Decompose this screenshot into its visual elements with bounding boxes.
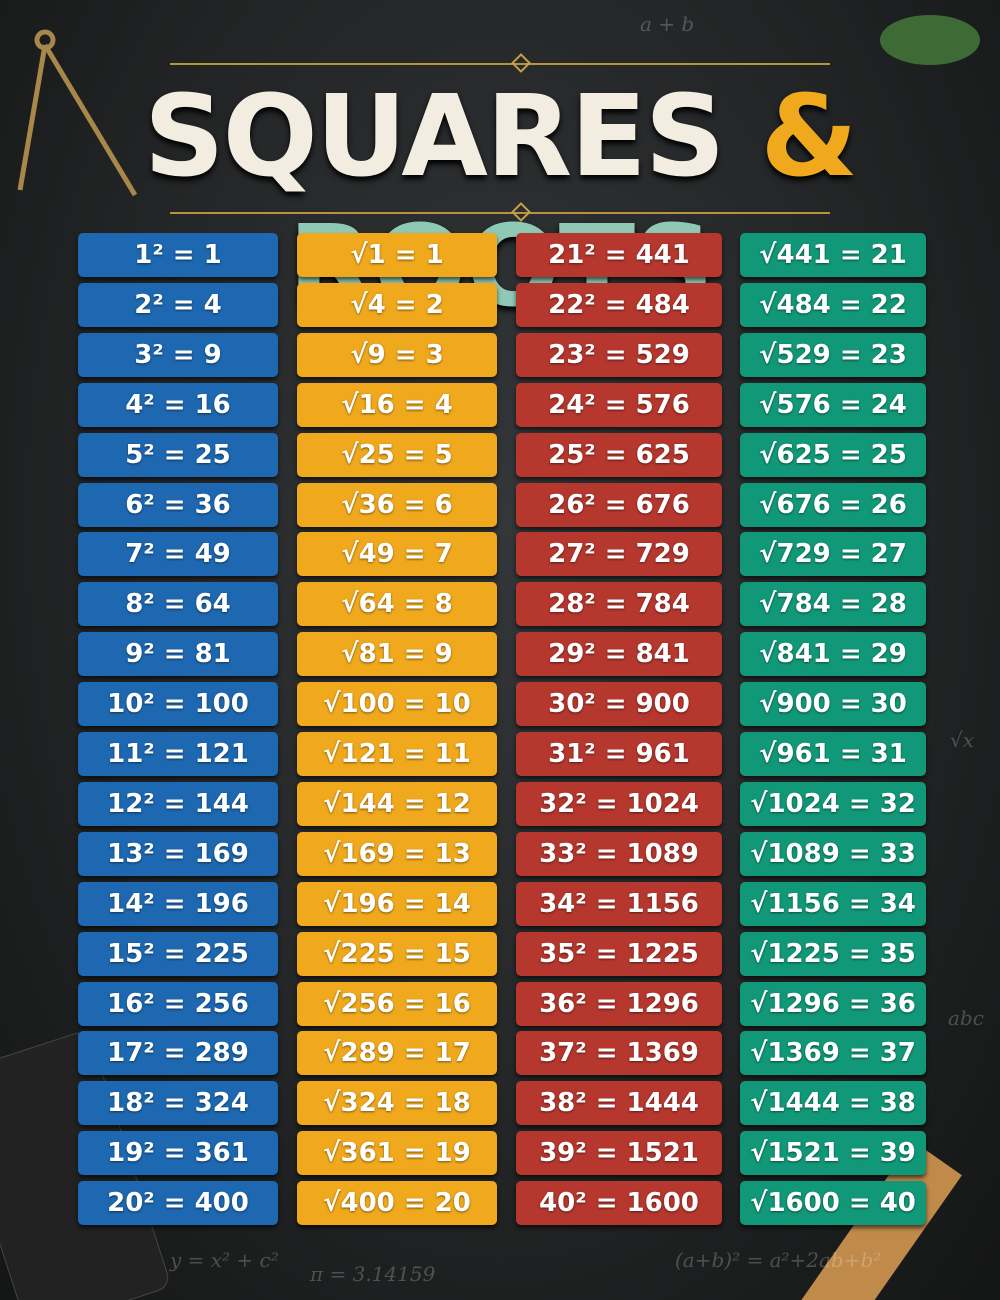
chalk-note: (a+b)² = a²+2ab+b² — [675, 1248, 882, 1272]
tile: 32² = 1024 — [516, 781, 722, 826]
tile: 9² = 81 — [78, 632, 278, 677]
chalk-note: a + b — [640, 12, 695, 36]
tile: 22² = 484 — [516, 282, 722, 327]
tile: √400 = 20 — [297, 1181, 497, 1226]
tile: 29² = 841 — [516, 632, 722, 677]
tile: 40² = 1600 — [516, 1181, 722, 1226]
tile: √1225 = 35 — [740, 931, 926, 976]
decor-rule — [170, 63, 830, 65]
tile: 4² = 16 — [78, 382, 278, 427]
tile: 30² = 900 — [516, 682, 722, 727]
tile: √16 = 4 — [297, 382, 497, 427]
title-amp: & — [760, 72, 858, 202]
tile: √81 = 9 — [297, 632, 497, 677]
tile: 27² = 729 — [516, 532, 722, 577]
tile: 6² = 36 — [78, 482, 278, 527]
chalk-note: π = 3.14159 — [310, 1262, 436, 1286]
tile: 26² = 676 — [516, 482, 722, 527]
tile: √196 = 14 — [297, 881, 497, 926]
chalk-note: √x — [950, 728, 975, 752]
tile: 39² = 1521 — [516, 1131, 722, 1176]
tile: √4 = 2 — [297, 282, 497, 327]
tile: 1² = 1 — [78, 233, 278, 277]
tile: 10² = 100 — [78, 682, 278, 727]
tile: 3² = 9 — [78, 332, 278, 377]
tile: √961 = 31 — [740, 732, 926, 776]
tile: √1 = 1 — [297, 233, 497, 277]
tile: √729 = 27 — [740, 532, 926, 577]
tile: √256 = 16 — [297, 981, 497, 1026]
tile: √1089 = 33 — [740, 831, 926, 876]
tile: √1156 = 34 — [740, 881, 926, 926]
tile: 17² = 289 — [78, 1031, 278, 1076]
tile: √49 = 7 — [297, 532, 497, 577]
tile: 5² = 25 — [78, 432, 278, 477]
tile: 23² = 529 — [516, 332, 722, 377]
tile: 14² = 196 — [78, 881, 278, 926]
tile: √1444 = 38 — [740, 1081, 926, 1126]
tile: 21² = 441 — [516, 233, 722, 277]
tile: √1369 = 37 — [740, 1031, 926, 1076]
tile: 13² = 169 — [78, 831, 278, 876]
tile: 36² = 1296 — [516, 981, 722, 1026]
tile: √900 = 30 — [740, 682, 926, 727]
tile: √169 = 13 — [297, 831, 497, 876]
tile: √1521 = 39 — [740, 1131, 926, 1176]
tile: 15² = 225 — [78, 931, 278, 976]
title-left: SQUARES — [143, 72, 725, 202]
tile: 2² = 4 — [78, 282, 278, 327]
tile: 8² = 64 — [78, 582, 278, 627]
tile: √784 = 28 — [740, 582, 926, 627]
tile: √529 = 23 — [740, 332, 926, 377]
tile: 7² = 49 — [78, 532, 278, 577]
tile: √676 = 26 — [740, 482, 926, 527]
tile: √361 = 19 — [297, 1131, 497, 1176]
tile: √225 = 15 — [297, 931, 497, 976]
tile: √324 = 18 — [297, 1081, 497, 1126]
tile: √121 = 11 — [297, 732, 497, 776]
tile: √625 = 25 — [740, 432, 926, 477]
tile: 31² = 961 — [516, 732, 722, 776]
chalk-note: abc — [948, 1006, 984, 1030]
tile: 38² = 1444 — [516, 1081, 722, 1126]
chalk-note: y = x² + c² — [170, 1248, 279, 1272]
tile: √441 = 21 — [740, 233, 926, 277]
tile: 35² = 1225 — [516, 931, 722, 976]
tile: 20² = 400 — [78, 1181, 278, 1226]
decor-rule — [170, 212, 830, 214]
tile: √64 = 8 — [297, 582, 497, 627]
tile: √9 = 3 — [297, 332, 497, 377]
tile: √841 = 29 — [740, 632, 926, 677]
tile: √100 = 10 — [297, 682, 497, 727]
tile: √1024 = 32 — [740, 781, 926, 826]
tile: 37² = 1369 — [516, 1031, 722, 1076]
tile: 33² = 1089 — [516, 831, 722, 876]
tile: √484 = 22 — [740, 282, 926, 327]
tile: 34² = 1156 — [516, 881, 722, 926]
tile: √25 = 5 — [297, 432, 497, 477]
decor-diamond — [511, 53, 531, 73]
tile: 19² = 361 — [78, 1131, 278, 1176]
tile: 28² = 784 — [516, 582, 722, 627]
tile: √1296 = 36 — [740, 981, 926, 1026]
tile: 24² = 576 — [516, 382, 722, 427]
tile: √144 = 12 — [297, 781, 497, 826]
tile: 11² = 121 — [78, 732, 278, 776]
tile: 12² = 144 — [78, 781, 278, 826]
tile: 25² = 625 — [516, 432, 722, 477]
tile: 16² = 256 — [78, 981, 278, 1026]
tile: √36 = 6 — [297, 482, 497, 527]
tile: √289 = 17 — [297, 1031, 497, 1076]
tile: √576 = 24 — [740, 382, 926, 427]
tile: 18² = 324 — [78, 1081, 278, 1126]
tile: √1600 = 40 — [740, 1181, 926, 1226]
